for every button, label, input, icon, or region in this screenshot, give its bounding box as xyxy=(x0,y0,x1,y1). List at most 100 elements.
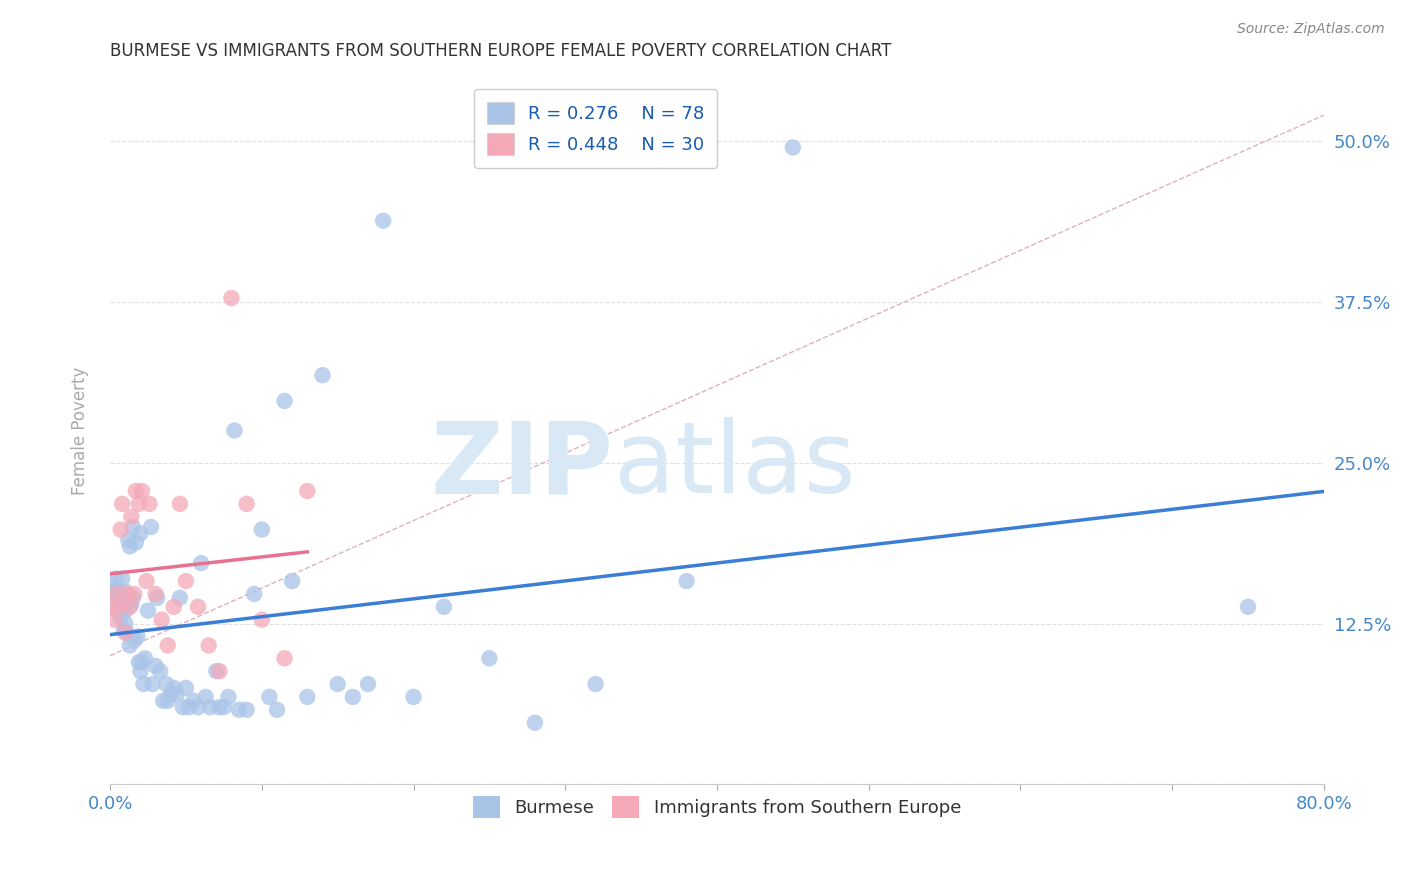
Point xyxy=(177,700,200,714)
Point xyxy=(125,535,148,549)
Point xyxy=(129,664,152,678)
Point xyxy=(174,681,197,695)
Point xyxy=(163,681,186,695)
Point xyxy=(156,639,179,653)
Point xyxy=(373,213,395,227)
Point xyxy=(174,574,197,588)
Point xyxy=(138,497,160,511)
Point xyxy=(217,690,239,704)
Point xyxy=(115,587,138,601)
Point xyxy=(478,651,501,665)
Point xyxy=(1237,599,1260,614)
Point xyxy=(105,587,128,601)
Point xyxy=(104,613,127,627)
Point xyxy=(433,599,456,614)
Point xyxy=(273,393,295,408)
Point xyxy=(523,715,546,730)
Point xyxy=(172,700,194,714)
Point xyxy=(149,664,172,678)
Point xyxy=(259,690,281,704)
Point xyxy=(297,690,319,704)
Point xyxy=(120,509,142,524)
Text: Source: ZipAtlas.com: Source: ZipAtlas.com xyxy=(1237,22,1385,37)
Point xyxy=(169,497,191,511)
Point xyxy=(342,690,364,704)
Text: atlas: atlas xyxy=(614,417,855,515)
Point xyxy=(110,610,132,624)
Point xyxy=(107,584,129,599)
Point xyxy=(107,604,129,618)
Point xyxy=(250,613,273,627)
Point xyxy=(120,597,142,611)
Point xyxy=(159,687,181,701)
Point xyxy=(105,572,128,586)
Point xyxy=(235,497,257,511)
Point xyxy=(200,700,222,714)
Point xyxy=(127,629,149,643)
Point xyxy=(187,700,209,714)
Point xyxy=(212,700,235,714)
Point xyxy=(136,604,159,618)
Point xyxy=(108,591,131,605)
Point xyxy=(135,574,157,588)
Point xyxy=(115,625,138,640)
Point xyxy=(402,690,425,704)
Point xyxy=(111,497,134,511)
Point xyxy=(114,584,136,599)
Point xyxy=(152,694,174,708)
Point xyxy=(266,703,288,717)
Point xyxy=(131,655,153,669)
Point xyxy=(131,483,153,498)
Point xyxy=(101,591,124,605)
Point xyxy=(146,591,169,605)
Point xyxy=(281,574,304,588)
Point xyxy=(190,556,212,570)
Point xyxy=(100,599,122,614)
Point xyxy=(166,687,188,701)
Point xyxy=(117,533,139,547)
Point xyxy=(235,703,257,717)
Point xyxy=(169,591,191,605)
Point xyxy=(125,483,148,498)
Point xyxy=(108,599,131,614)
Point xyxy=(111,587,134,601)
Point xyxy=(104,584,127,599)
Point xyxy=(243,587,266,601)
Point xyxy=(134,651,156,665)
Point xyxy=(110,523,132,537)
Point xyxy=(145,587,167,601)
Point xyxy=(129,526,152,541)
Point xyxy=(208,664,231,678)
Point xyxy=(250,523,273,537)
Point xyxy=(128,655,150,669)
Point xyxy=(114,625,136,640)
Point xyxy=(221,291,243,305)
Point xyxy=(118,539,141,553)
Point xyxy=(111,572,134,586)
Y-axis label: Female Poverty: Female Poverty xyxy=(72,367,89,495)
Point xyxy=(114,616,136,631)
Point xyxy=(156,694,179,708)
Point xyxy=(118,639,141,653)
Point xyxy=(183,694,205,708)
Point xyxy=(585,677,607,691)
Point xyxy=(150,613,173,627)
Point xyxy=(124,587,146,601)
Point xyxy=(194,690,217,704)
Point xyxy=(782,140,804,154)
Point xyxy=(205,664,228,678)
Point xyxy=(224,424,246,438)
Point xyxy=(132,677,155,691)
Point xyxy=(112,623,135,637)
Legend: Burmese, Immigrants from Southern Europe: Burmese, Immigrants from Southern Europe xyxy=(465,789,969,825)
Point xyxy=(139,520,162,534)
Point xyxy=(228,703,250,717)
Point xyxy=(273,651,295,665)
Point xyxy=(197,639,219,653)
Point xyxy=(357,677,380,691)
Point xyxy=(121,520,143,534)
Point xyxy=(114,604,136,618)
Point xyxy=(124,633,146,648)
Point xyxy=(311,368,333,383)
Point xyxy=(163,599,186,614)
